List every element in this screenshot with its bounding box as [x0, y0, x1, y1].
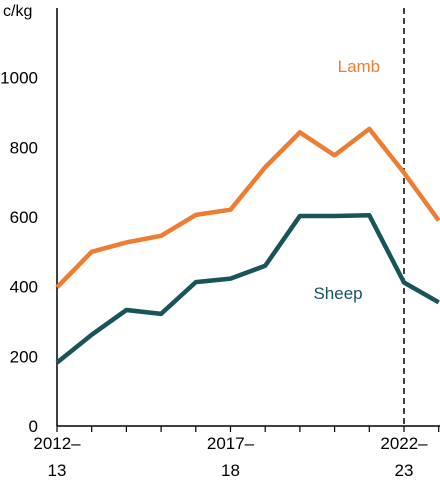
x-tick-label: 2022– — [380, 434, 428, 453]
x-tick-label-line2: 23 — [395, 461, 414, 480]
x-tick-label: 2017– — [207, 434, 255, 453]
series-label-sheep: Sheep — [313, 284, 362, 303]
x-axis-tick-labels: 2012– 13 2017– 18 2022– 23 — [33, 434, 428, 480]
y-axis-unit-label: c/kg — [3, 3, 32, 20]
series-label-lamb: Lamb — [338, 57, 381, 76]
series-line-lamb — [55, 126, 440, 289]
y-tick-label: 1000 — [0, 69, 38, 88]
y-tick-label: 400 — [10, 278, 38, 297]
x-tick-label-line2: 13 — [48, 461, 67, 480]
y-axis-tick-labels: 0 200 400 600 800 1000 — [0, 69, 38, 436]
x-tick-label: 2012– — [33, 434, 81, 453]
y-tick-label: 600 — [10, 208, 38, 227]
y-tick-label: 200 — [10, 347, 38, 366]
y-tick-label: 0 — [29, 417, 38, 436]
x-tick-label-line2: 18 — [221, 461, 240, 480]
series-group: Lamb Sheep — [55, 57, 440, 365]
y-tick-label: 800 — [10, 138, 38, 157]
series-line-sheep — [55, 213, 440, 365]
x-axis-tick-marks — [56, 426, 440, 432]
